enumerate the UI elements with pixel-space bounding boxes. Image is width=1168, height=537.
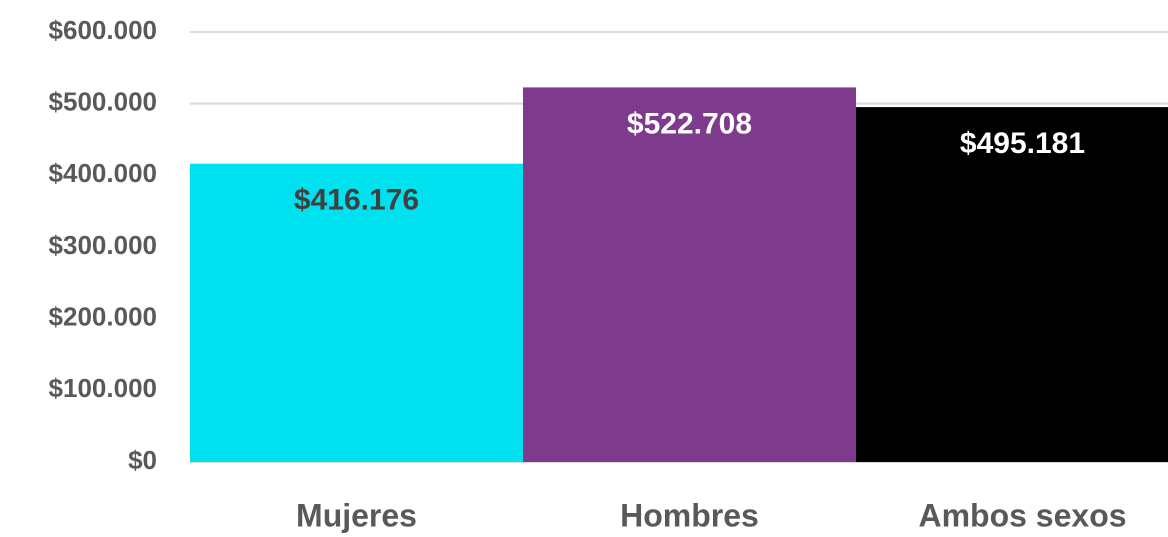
x-tick-label: Ambos sexos bbox=[918, 497, 1126, 533]
value-label: $495.181 bbox=[960, 127, 1085, 160]
bar bbox=[523, 87, 856, 462]
bar bbox=[190, 163, 523, 462]
x-tick-label: Hombres bbox=[620, 497, 759, 533]
value-label: $416.176 bbox=[294, 184, 419, 217]
y-tick-label: $300.000 bbox=[49, 230, 157, 260]
y-tick-label: $500.000 bbox=[49, 87, 157, 117]
bar bbox=[856, 107, 1168, 462]
y-tick-label: $200.000 bbox=[49, 302, 157, 332]
value-label: $522.708 bbox=[627, 107, 752, 140]
y-tick-label: $600.000 bbox=[49, 15, 157, 45]
y-tick-label: $400.000 bbox=[49, 158, 157, 188]
y-tick-label: $100.000 bbox=[49, 373, 157, 403]
y-tick-label: $0 bbox=[128, 445, 157, 475]
x-tick-label: Mujeres bbox=[296, 497, 417, 533]
